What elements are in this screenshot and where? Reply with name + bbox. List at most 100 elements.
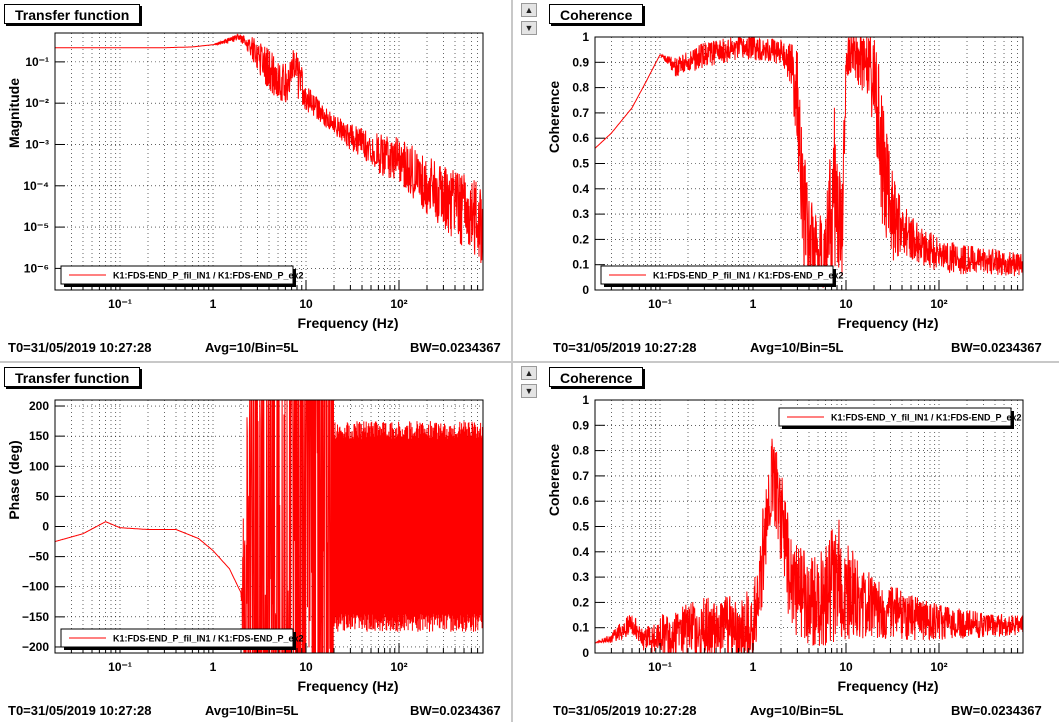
bw-label: BW=0.0234367 [410,703,501,718]
y-tick-label: 0.9 [572,55,589,69]
y-tick-label: 200 [29,399,49,413]
y-tick-label: 0.9 [572,418,589,432]
legend-box [600,265,834,285]
legend-entry: K1:FDS-END_Y_fil_IN1 / K1:FDS-END_P_ex2 [831,413,1022,423]
y-tick-label: 0.5 [572,520,589,534]
scroll-down-icon[interactable]: ▼ [521,21,537,35]
y-tick-label: 10⁻⁵ [24,220,49,234]
x-tick-label: 10 [839,297,853,311]
y-tick-label: 0.5 [572,157,589,171]
x-tick-label: 10² [930,660,947,674]
y-tick-label: −50 [29,550,50,564]
horizontal-splitter[interactable] [0,361,1059,363]
y-tick-label: 0 [42,520,49,534]
phase-chart: 10⁻¹ 1 10 10² −200 −150 −100 −50 0 50 100 150 200 Fre… [6,399,484,694]
y-tick-label: −200 [22,640,49,654]
y-tick-label: 0.8 [572,81,589,95]
y-tick-label: 0 [582,283,589,297]
y-tick-label: 150 [29,429,49,443]
panel-title[interactable]: Coherence [549,367,644,387]
t0-label: T0=31/05/2019 10:27:28 [553,340,697,355]
legend-entry: K1:FDS-END_P_fil_IN1 / K1:FDS-END_P_ex2 [113,634,304,644]
y-tick-label: 10⁻² [25,96,49,110]
bw-label: BW=0.0234367 [410,340,501,355]
data-series-line [594,36,1024,288]
data-series-line [55,33,484,264]
x-tick-label: 10⁻¹ [648,660,672,674]
x-tick-label: 10⁻¹ [108,297,132,311]
y-tick-label: 100 [29,459,49,473]
y-tick-label: 10⁻⁶ [24,261,49,275]
bw-label: BW=0.0234367 [951,340,1042,355]
y-tick-label: 0.3 [572,570,589,584]
y-tick-label: 0.2 [572,232,589,246]
y-tick-label: 0.8 [572,444,589,458]
plot-panel-transfer-phase: Transfer function 10⁻¹ 1 10 10² −200 −150 −100… [0,363,511,722]
scroll-down-icon[interactable]: ▼ [521,384,537,398]
t0-label: T0=31/05/2019 10:27:28 [553,703,697,718]
x-tick-label: 10 [299,660,313,674]
y-tick-label: 0 [582,646,589,660]
coherence-chart: 10⁻¹ 1 10 10² 0 0.1 0.2 0.3 0.4 0.5 0.6 0.7 0.8 0.9 1 F… [546,30,1024,331]
avg-label: Avg=10/Bin=5L [750,340,844,355]
x-axis-label: Frequency (Hz) [297,678,398,694]
legend-entry: K1:FDS-END_P_fil_IN1 / K1:FDS-END_P_ex2 [653,271,844,281]
y-tick-label: 1 [582,30,589,44]
x-tick-label: 1 [750,297,757,311]
coherence-chart: 10⁻¹ 1 10 10² 0 0.1 0.2 0.3 0.4 0.5 0.6 0.7 0.8 0.9 1 F… [546,393,1024,694]
avg-label: Avg=10/Bin=5L [205,703,299,718]
y-axis-label: Coherence [546,444,562,517]
x-tick-label: 10 [839,660,853,674]
panel-title[interactable]: Coherence [549,4,644,24]
x-tick-label: 1 [210,660,217,674]
x-tick-label: 10 [299,297,313,311]
y-tick-label: 0.2 [572,595,589,609]
legend-box [60,628,294,648]
panel-title[interactable]: Transfer function [4,4,141,24]
y-tick-label: 0.4 [572,182,589,196]
y-tick-label: 0.1 [572,621,589,635]
x-axis-label: Frequency (Hz) [837,315,938,331]
y-axis-label: Phase (deg) [6,440,22,519]
avg-label: Avg=10/Bin=5L [750,703,844,718]
x-tick-label: 10⁻¹ [108,660,132,674]
plot-panel-coherence-pitch: Coherence 10⁻¹ 1 10 10² 0 0.1 0.2 0.3 0.4 0.5 0.6 0… [545,0,1059,361]
x-axis-label: Frequency (Hz) [297,315,398,331]
y-axis-label: Magnitude [6,78,22,148]
x-tick-label: 10⁻¹ [648,297,672,311]
panel-title[interactable]: Transfer function [4,367,141,387]
y-tick-label: 10⁻¹ [25,55,49,69]
bw-label: BW=0.0234367 [951,703,1042,718]
y-tick-label: 0.7 [572,469,589,483]
t0-label: T0=31/05/2019 10:27:28 [8,340,152,355]
y-tick-label: 0.7 [572,106,589,120]
y-tick-label: 50 [36,489,50,503]
x-tick-label: 10² [390,660,407,674]
t0-label: T0=31/05/2019 10:27:28 [8,703,152,718]
scroll-up-icon[interactable]: ▲ [521,3,537,17]
y-tick-label: 0.1 [572,258,589,272]
x-tick-label: 10² [390,297,407,311]
y-tick-label: 0.3 [572,207,589,221]
plot-panel-coherence-yaw: Coherence 10⁻¹ 1 10 10² 0 0.1 0.2 0.3 0.4 0.5 0.6 0… [545,363,1059,722]
x-tick-label: 1 [210,297,217,311]
scroll-up-icon[interactable]: ▲ [521,366,537,380]
x-tick-label: 1 [750,660,757,674]
axis-ticks [594,399,1024,654]
y-tick-label: −150 [22,610,49,624]
data-series-line [594,438,1024,654]
y-tick-label: 0.6 [572,494,589,508]
legend-box [60,265,294,285]
y-axis-label: Coherence [546,81,562,154]
x-axis-label: Frequency (Hz) [837,678,938,694]
plot-panel-transfer-magnitude: Transfer function 10⁻¹ 1 10 10² 10⁻⁶ 10⁻⁵ 10⁻⁴… [0,0,511,361]
y-tick-label: 10⁻⁴ [23,179,49,193]
y-tick-label: 0.6 [572,131,589,145]
y-tick-label: −100 [22,580,49,594]
legend-entry: K1:FDS-END_P_fil_IN1 / K1:FDS-END_P_ex2 [113,271,304,281]
legend-box [778,407,1012,427]
x-tick-label: 10² [930,297,947,311]
y-tick-label: 1 [582,393,589,407]
y-tick-label: 10⁻³ [25,137,49,151]
magnitude-chart: 10⁻¹ 1 10 10² 10⁻⁶ 10⁻⁵ 10⁻⁴ 10⁻³ 10⁻² 10⁻¹ Freque… [6,32,484,331]
